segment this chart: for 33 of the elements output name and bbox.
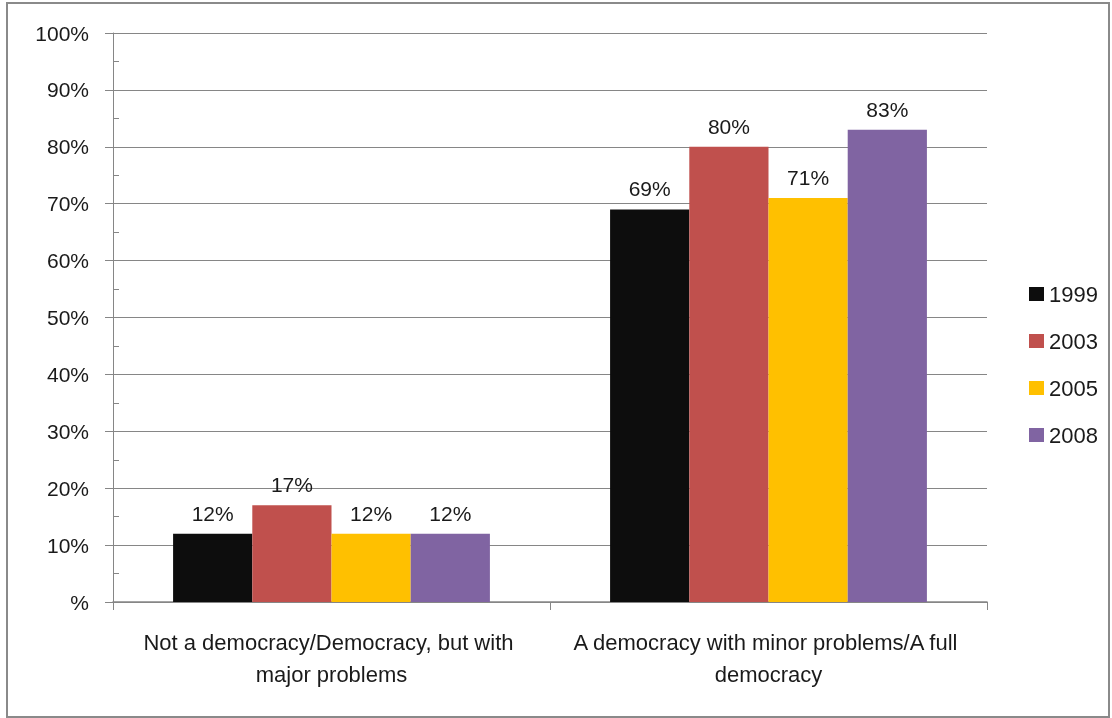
legend-label: 2003 [1049,328,1098,354]
y-tick-label: 70% [46,192,89,216]
legend-label: 1999 [1049,281,1098,307]
y-tick-label: 80% [46,135,89,159]
y-tick-label: 30% [46,419,89,443]
bar [410,533,490,602]
y-tick-label: % [70,590,89,614]
x-tick-label: A democracy with minor problems/A full democracy [573,629,964,687]
bar [610,209,690,602]
bar [768,198,848,602]
data-label: 17% [270,473,313,497]
y-tick-label: 60% [46,249,89,273]
bar [331,533,411,602]
legend-label: 2005 [1049,375,1098,401]
data-label: 69% [628,177,671,201]
y-tick-label: 50% [46,306,89,329]
bar [173,533,253,602]
y-tick-label: 40% [46,362,89,386]
y-tick-label: 20% [46,476,89,500]
data-label: 12% [191,501,234,525]
y-tick-label: 90% [46,78,89,102]
data-label: 83% [866,97,909,121]
data-label: 80% [707,114,750,138]
y-tick-label: 100% [35,21,89,45]
data-label: 12% [350,501,393,525]
data-label: 12% [429,501,472,525]
bar [689,146,769,602]
x-tick-label: Not a democracy/Democracy, but with major problems [143,629,520,687]
y-tick-label: 10% [46,533,89,557]
legend-label: 2008 [1049,422,1098,448]
data-label: 71% [787,166,830,190]
bar [252,505,332,602]
bar [847,129,927,602]
